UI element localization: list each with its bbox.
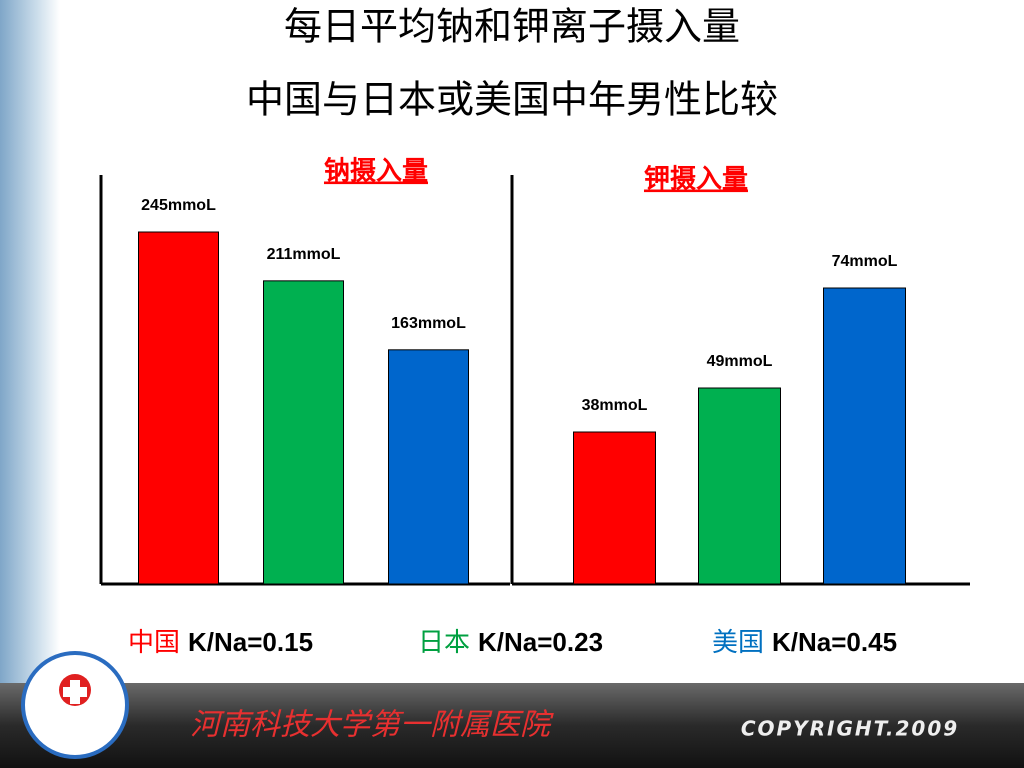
side-decoration (0, 0, 60, 683)
ratio: 中国 K/Na=0.15 (128, 627, 313, 657)
data-label: 211mmoL (267, 246, 341, 263)
footer-institution: 河南科技大学第一附属医院 (190, 708, 554, 743)
ratio-text: K/Na=0.15 (188, 627, 313, 657)
chart-title: 钠摄入量 (324, 157, 428, 187)
bar (573, 431, 656, 585)
title-line: 中国与日本或美国中年男性比较 (246, 78, 778, 122)
data-label: 38mmoL (582, 397, 648, 414)
data-label: 74mmoL (832, 253, 898, 270)
data-label: 163mmoL (391, 315, 466, 332)
charts: 钠摄入量 245mmoL 211mmoL 163mmoL 钾摄入量 38mmoL 49mmo… (99, 157, 970, 586)
bar (823, 287, 906, 585)
bar (138, 231, 219, 585)
bar (263, 280, 344, 585)
footer-band (0, 683, 1024, 768)
ratio-country: 日本 (418, 627, 470, 657)
title-line: 每日平均钠和钾离子摄入量 (284, 5, 740, 49)
ratio-text: K/Na=0.45 (772, 627, 897, 657)
data-label: 49mmoL (707, 353, 773, 370)
ratio: 美国 K/Na=0.45 (712, 627, 897, 657)
ratio: 日本 K/Na=0.23 (418, 627, 603, 657)
bar (388, 349, 469, 585)
ratio-country: 中国 (128, 627, 180, 657)
ratio-text: K/Na=0.23 (478, 627, 603, 657)
ratio-country: 美国 (712, 627, 764, 657)
ratios: 中国 K/Na=0.15 日本 K/Na=0.23 美国 K/Na=0.45 (128, 627, 897, 657)
chart-title: 钾摄入量 (644, 165, 748, 195)
bar (698, 387, 781, 585)
data-label: 245mmoL (141, 197, 216, 214)
logo-cross (63, 680, 87, 704)
footer-copyright: COPYRIGHT.2009 (741, 717, 959, 741)
